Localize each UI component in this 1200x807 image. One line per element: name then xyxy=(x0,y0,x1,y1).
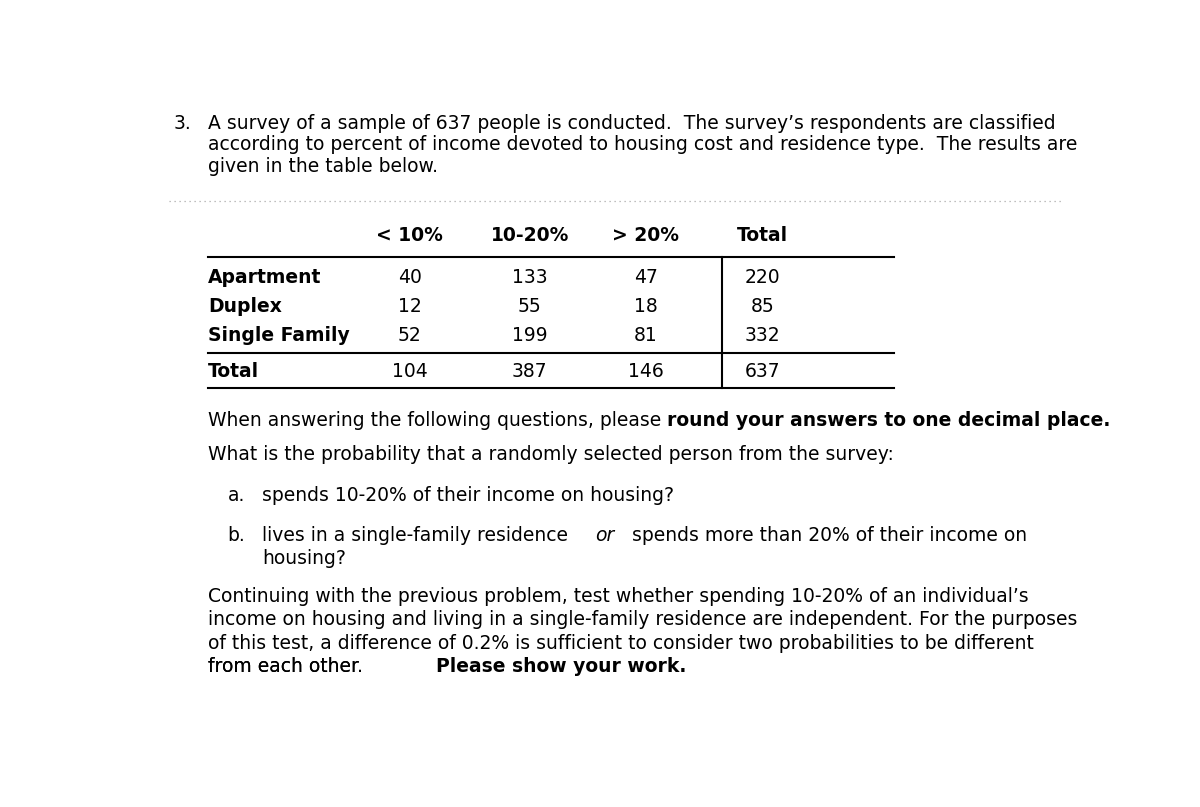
Text: 3.: 3. xyxy=(173,114,191,133)
Text: Total: Total xyxy=(737,226,788,245)
Text: 85: 85 xyxy=(750,297,774,316)
Text: A survey of a sample of 637 people is conducted.  The survey’s respondents are c: A survey of a sample of 637 people is co… xyxy=(208,114,1056,133)
Text: 637: 637 xyxy=(744,362,780,382)
Text: Single Family: Single Family xyxy=(208,326,350,345)
Text: spends 10-20% of their income on housing?: spends 10-20% of their income on housing… xyxy=(263,487,674,505)
Text: from each other.: from each other. xyxy=(208,657,370,675)
Text: of this test, a difference of 0.2% is sufficient to consider two probabilities t: of this test, a difference of 0.2% is su… xyxy=(208,633,1034,653)
Text: 146: 146 xyxy=(628,362,664,382)
Text: income on housing and living in a single-family residence are independent. For t: income on housing and living in a single… xyxy=(208,610,1078,629)
Text: 220: 220 xyxy=(744,268,780,286)
Text: Total: Total xyxy=(208,362,259,382)
Text: lives in a single-family residence: lives in a single-family residence xyxy=(263,525,575,545)
Text: > 20%: > 20% xyxy=(612,226,679,245)
Text: 52: 52 xyxy=(397,326,421,345)
Text: from each other.: from each other. xyxy=(208,657,370,675)
Text: 12: 12 xyxy=(397,297,421,316)
Text: Please show your work.: Please show your work. xyxy=(436,657,686,675)
Text: 47: 47 xyxy=(634,268,658,286)
Text: given in the table below.: given in the table below. xyxy=(208,157,438,176)
Text: 133: 133 xyxy=(512,268,547,286)
Text: spends more than 20% of their income on: spends more than 20% of their income on xyxy=(626,525,1027,545)
Text: Continuing with the previous problem, test whether spending 10-20% of an individ: Continuing with the previous problem, te… xyxy=(208,587,1028,606)
Text: 81: 81 xyxy=(634,326,658,345)
Text: < 10%: < 10% xyxy=(376,226,443,245)
Text: Apartment: Apartment xyxy=(208,268,322,286)
Text: round your answers to one decimal place.: round your answers to one decimal place. xyxy=(667,411,1110,430)
Text: 199: 199 xyxy=(512,326,547,345)
Text: Duplex: Duplex xyxy=(208,297,282,316)
Text: 40: 40 xyxy=(397,268,421,286)
Text: What is the probability that a randomly selected person from the survey:: What is the probability that a randomly … xyxy=(208,445,894,464)
Text: 332: 332 xyxy=(744,326,780,345)
Text: according to percent of income devoted to housing cost and residence type.  The : according to percent of income devoted t… xyxy=(208,136,1078,154)
Text: b.: b. xyxy=(228,525,245,545)
Text: 18: 18 xyxy=(634,297,658,316)
Text: When answering the following questions, please: When answering the following questions, … xyxy=(208,411,667,430)
Text: or: or xyxy=(595,525,614,545)
Text: 104: 104 xyxy=(391,362,427,382)
Text: 55: 55 xyxy=(518,297,541,316)
Text: 10-20%: 10-20% xyxy=(491,226,569,245)
Text: 387: 387 xyxy=(512,362,547,382)
Text: housing?: housing? xyxy=(263,549,347,568)
Text: a.: a. xyxy=(228,487,245,505)
